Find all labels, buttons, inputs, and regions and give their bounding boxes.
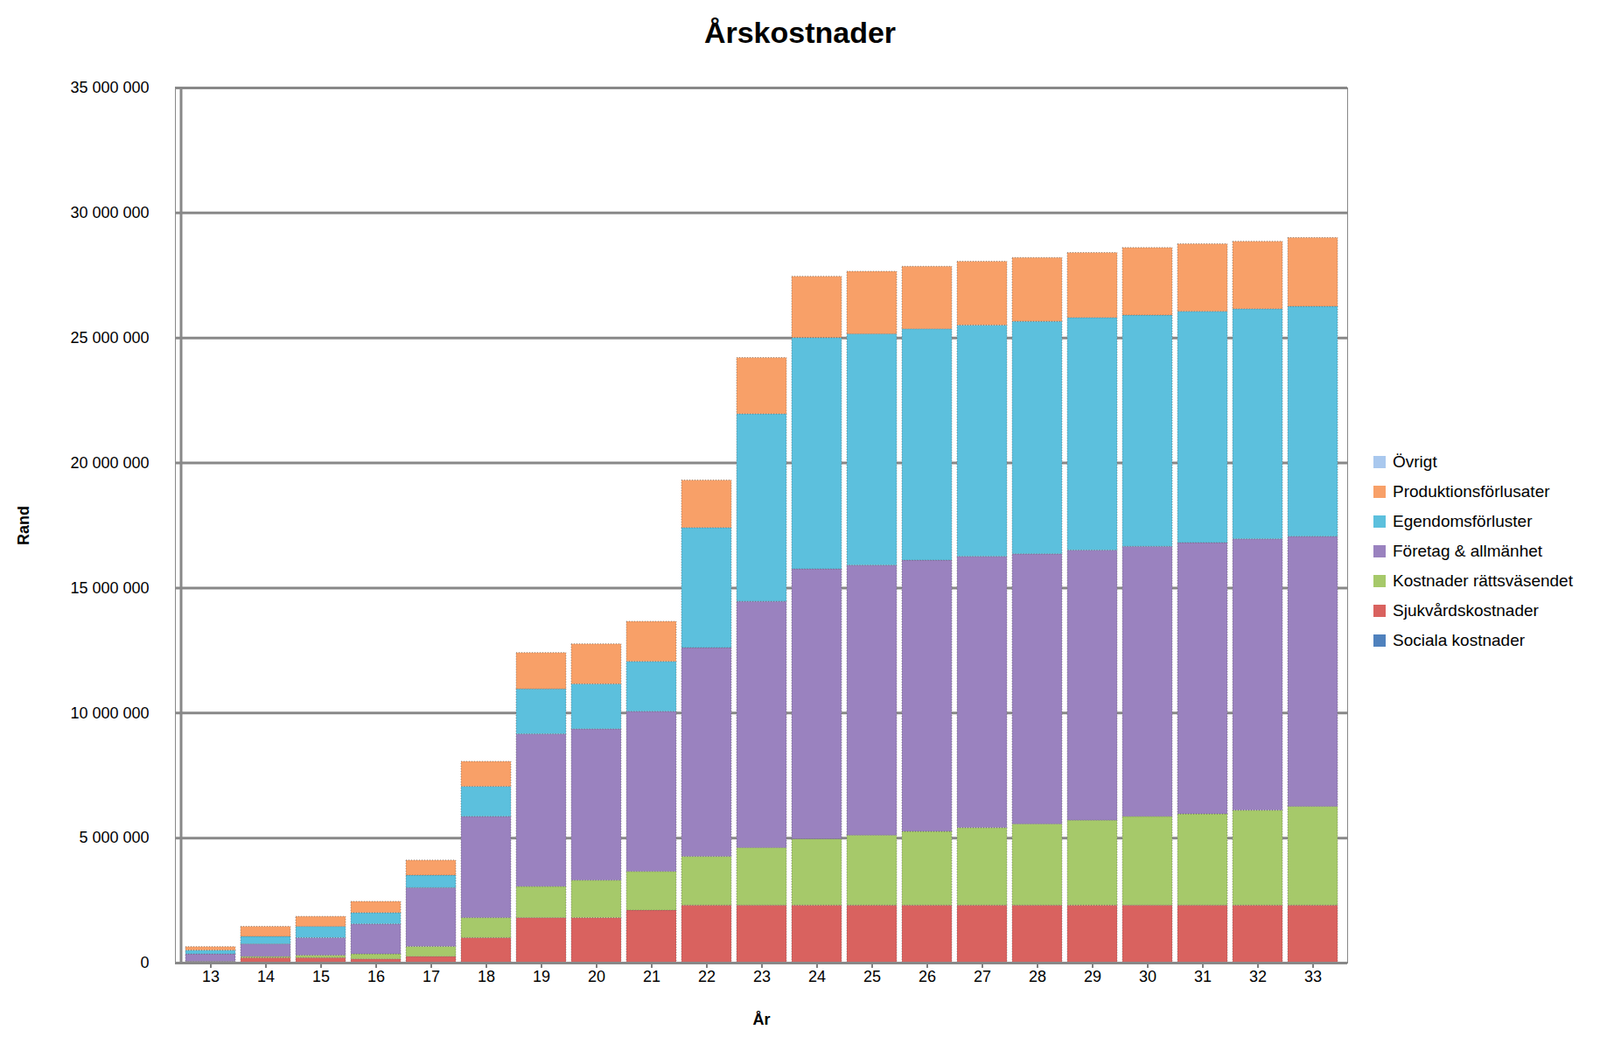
svg-text:33: 33 xyxy=(1304,967,1322,986)
html-text:Produktionsförlusater: Produktionsförlusater xyxy=(1392,482,1550,501)
svg-text:28: 28 xyxy=(1028,967,1047,986)
svg-text:25: 25 xyxy=(863,967,881,986)
svg-text:35 000 000: 35 000 000 xyxy=(69,78,149,97)
svg-text:15: 15 xyxy=(312,967,330,986)
svg-text:30: 30 xyxy=(1138,967,1157,986)
svg-text:13: 13 xyxy=(202,967,220,986)
svg-text:32: 32 xyxy=(1249,967,1267,986)
html-text:Sjukvårdskostnader: Sjukvårdskostnader xyxy=(1392,600,1539,620)
svg-text:26: 26 xyxy=(918,967,937,986)
svg-text:Rand: Rand xyxy=(14,505,33,545)
svg-text:23: 23 xyxy=(753,967,771,986)
svg-text:17: 17 xyxy=(422,967,441,986)
html-text:Övrigt: Övrigt xyxy=(1392,452,1438,471)
svg-text:25 000 000: 25 000 000 xyxy=(69,328,149,347)
svg-text:19: 19 xyxy=(532,967,551,986)
svg-text:20 000 000: 20 000 000 xyxy=(69,454,149,472)
svg-text:16: 16 xyxy=(367,967,385,986)
html-text:Företag & allmänhet: Företag & allmänhet xyxy=(1392,541,1543,560)
html-text:Sociala kostnader: Sociala kostnader xyxy=(1392,630,1525,650)
svg-text:5 000 000: 5 000 000 xyxy=(78,828,149,846)
svg-text:22: 22 xyxy=(698,967,716,986)
svg-text:0: 0 xyxy=(139,953,149,972)
svg-text:21: 21 xyxy=(642,967,661,986)
svg-text:30 000 000: 30 000 000 xyxy=(69,203,149,222)
html-text:Årskostnader: Årskostnader xyxy=(704,15,896,49)
html-text:Kostnader rättsväsendet: Kostnader rättsväsendet xyxy=(1392,571,1573,590)
svg-text:24: 24 xyxy=(808,967,826,986)
svg-text:År: År xyxy=(752,1010,770,1028)
svg-text:27: 27 xyxy=(973,967,992,986)
svg-text:10 000 000: 10 000 000 xyxy=(69,704,149,722)
html-text:Egendomsförluster: Egendomsförluster xyxy=(1392,511,1533,531)
svg-text:31: 31 xyxy=(1194,967,1212,986)
svg-text:15 000 000: 15 000 000 xyxy=(69,579,149,597)
svg-text:14: 14 xyxy=(257,967,275,986)
svg-text:29: 29 xyxy=(1083,967,1102,986)
svg-text:20: 20 xyxy=(587,967,606,986)
svg-text:18: 18 xyxy=(477,967,496,986)
